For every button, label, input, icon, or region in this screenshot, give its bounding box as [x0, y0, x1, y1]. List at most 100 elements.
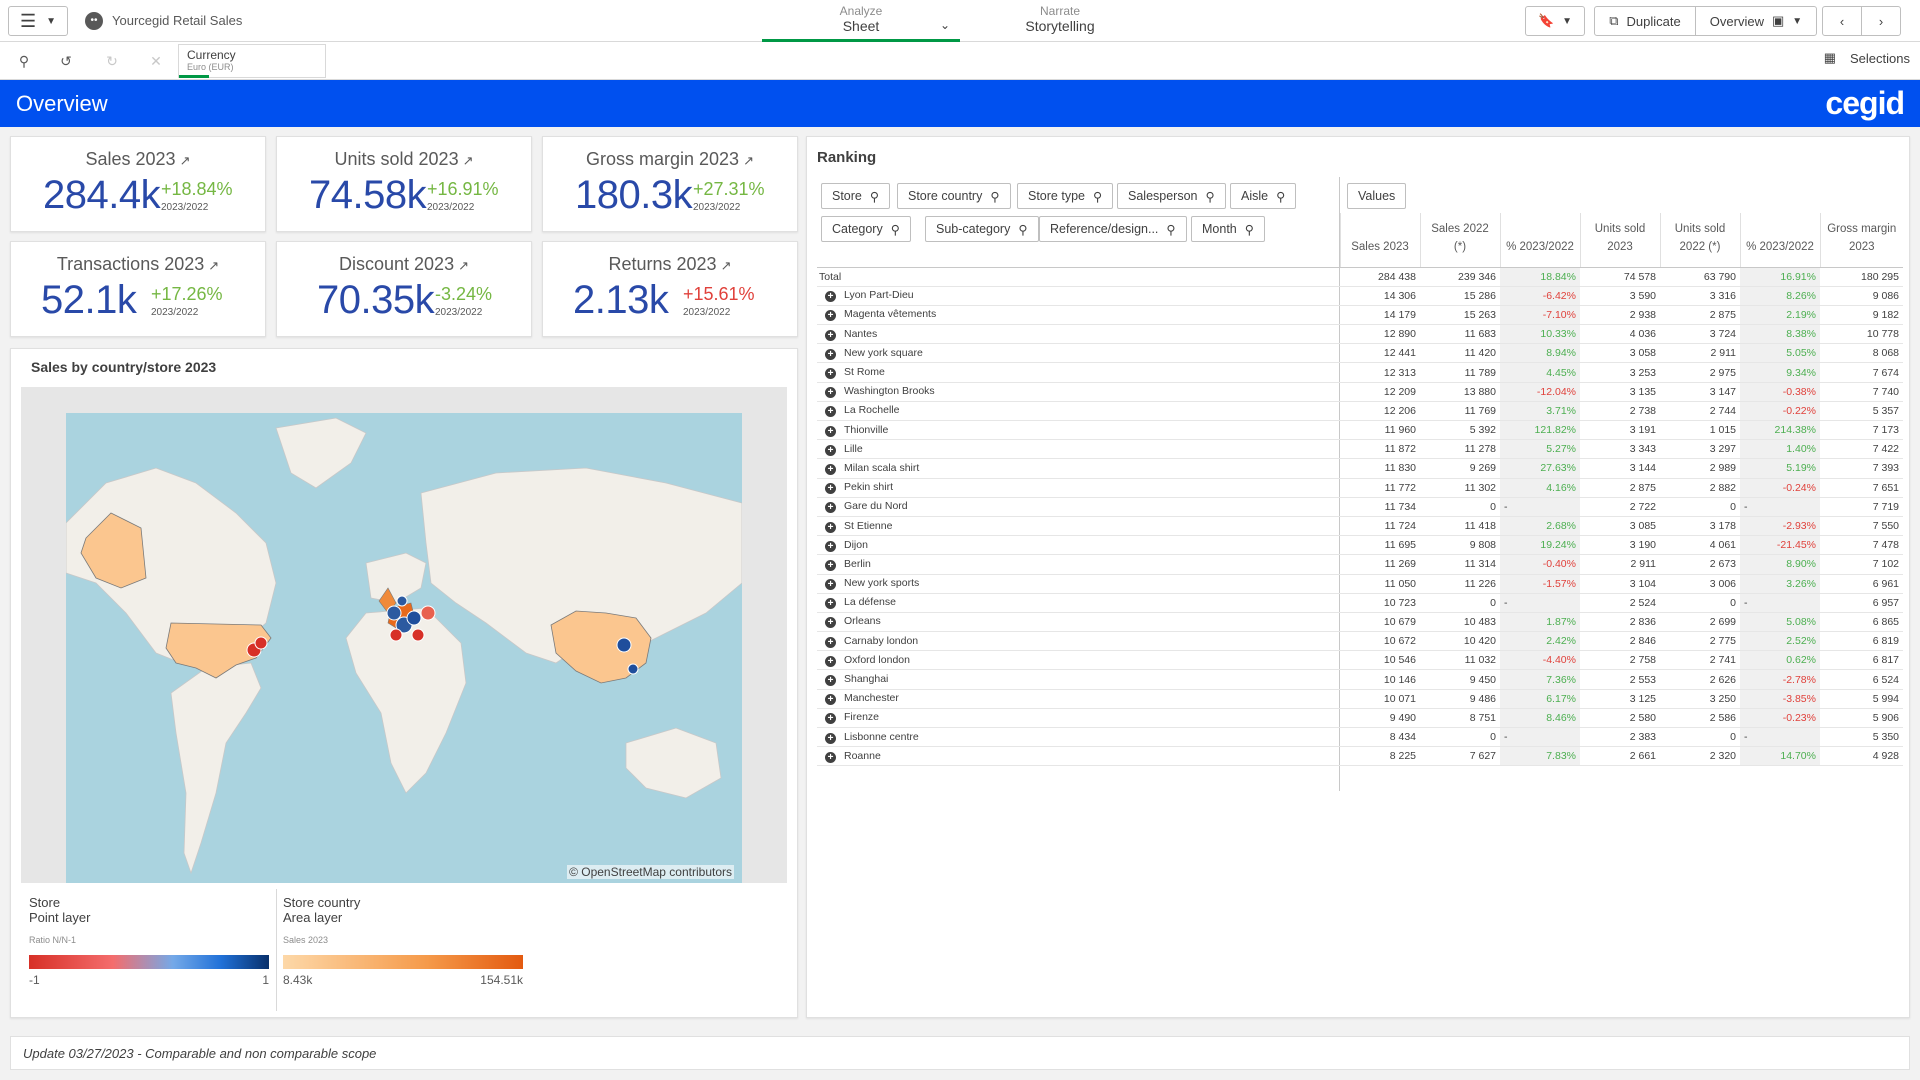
table-row[interactable]: + La défense 10 723 0-2 524 0-6 957 [817, 593, 1903, 613]
next-sheet-button[interactable]: › [1861, 6, 1901, 36]
table-row[interactable]: + Carnaby london 10 672 10 420 2.42% 2 846 2 7… [817, 631, 1903, 652]
expand-plus-icon[interactable]: + [825, 444, 836, 456]
expand-plus-icon[interactable]: + [825, 463, 836, 475]
store-point[interactable] [627, 663, 639, 675]
store-name-cell[interactable]: + Nantes [817, 324, 1340, 345]
store-point[interactable] [396, 595, 408, 607]
store-name-cell[interactable]: + Magenta vêtements [817, 305, 1340, 326]
map-attribution-link[interactable]: © OpenStreetMap contributors [567, 865, 734, 879]
store-name-cell[interactable]: + Lisbonne centre [817, 727, 1340, 748]
expand-plus-icon[interactable]: + [825, 751, 836, 763]
table-row[interactable]: + Washington Brooks 12 209 13 880 -12.04% 3 1… [817, 382, 1903, 402]
alaska-area[interactable] [80, 512, 147, 589]
external-link-icon[interactable]: ↗ [462, 153, 474, 168]
expand-plus-icon[interactable]: + [825, 502, 836, 514]
store-point[interactable] [386, 605, 402, 621]
column-header[interactable]: Units sold 2022 (*) [1659, 213, 1740, 268]
filter-aisle[interactable]: Aisle ⚲ [1230, 183, 1297, 209]
store-name-cell[interactable]: + Pekin shirt [817, 478, 1340, 498]
store-point[interactable] [420, 605, 436, 621]
kpi-returns-card[interactable]: Returns 2023 ↗ 2.13k +15.61% 2023/2022 [542, 241, 798, 337]
step-forward-icon[interactable]: ↻ [106, 53, 118, 69]
expand-plus-icon[interactable]: + [825, 483, 836, 495]
store-name-cell[interactable]: + Berlin [817, 554, 1340, 575]
values-chip[interactable]: Values [1347, 183, 1407, 209]
store-point[interactable] [411, 628, 425, 642]
external-link-icon[interactable]: ↗ [458, 258, 469, 273]
store-name-cell[interactable]: + Milan scala shirt [817, 458, 1340, 479]
table-row[interactable]: + Lyon Part-Dieu 14 306 15 286 -6.42% 3 590 3 … [817, 286, 1903, 306]
expand-plus-icon[interactable]: + [825, 617, 836, 629]
store-name-cell[interactable]: + Roanne [817, 746, 1340, 767]
filter-store-country[interactable]: Store country ⚲ [897, 183, 1011, 209]
column-header[interactable]: % 2023/2022 [1499, 213, 1580, 268]
store-name-cell[interactable]: + Manchester [817, 689, 1340, 709]
expand-plus-icon[interactable]: + [825, 559, 836, 571]
column-header[interactable]: Sales 2022 (*) [1419, 213, 1500, 268]
chevron-down-icon[interactable]: ⌄ [939, 18, 950, 32]
step-back-icon[interactable]: ↺ [60, 53, 72, 69]
tab-narrate-storytelling[interactable]: Narrate Storytelling [980, 4, 1140, 42]
table-row[interactable]: + Lille 11 872 11 278 5.27% 3 343 3 297 1.40% 7 … [817, 439, 1903, 460]
store-name-cell[interactable]: + Thionville [817, 420, 1340, 441]
store-name-cell[interactable]: + Washington Brooks [817, 382, 1340, 402]
store-name-cell[interactable]: + La défense [817, 593, 1340, 613]
table-row[interactable]: + Pekin shirt 11 772 11 302 4.16% 2 875 2 882-… [817, 478, 1903, 498]
filter-store[interactable]: Store ⚲ [821, 183, 891, 209]
table-row[interactable]: + New york sports 11 050 11 226 -1.57% 3 104 3… [817, 574, 1903, 594]
store-name-cell[interactable]: + La Rochelle [817, 401, 1340, 422]
previous-sheet-button[interactable]: ‹ [1822, 6, 1862, 36]
filter-salesperson[interactable]: Salesperson ⚲ [1117, 183, 1226, 209]
table-row[interactable]: + Shanghai 10 146 9 450 7.36% 2 553 2 626 -2.78… [817, 669, 1903, 690]
kpi-transactions-card[interactable]: Transactions 2023 ↗ 52.1k +17.26% 2023/20… [10, 241, 266, 337]
column-header[interactable]: % 2023/2022 [1739, 213, 1820, 268]
kpi-gross-margin-card[interactable]: Gross margin 2023 ↗ 180.3k +27.31% 2023/2… [542, 136, 798, 232]
column-header[interactable]: Sales 2023 [1339, 213, 1420, 268]
store-name-cell[interactable]: + Shanghai [817, 669, 1340, 690]
expand-plus-icon[interactable]: + [825, 291, 836, 303]
total-label[interactable]: Total [817, 267, 1340, 287]
expand-plus-icon[interactable]: + [825, 579, 836, 591]
map-viewport[interactable]: © OpenStreetMap contributors [21, 387, 787, 883]
table-row[interactable]: + Roanne 8 225 7 627 7.83% 2 661 2 320 14.70% 4 … [817, 746, 1903, 767]
table-row[interactable]: + Berlin 11 269 11 314 -0.40% 2 911 2 673 8.90%… [817, 554, 1903, 575]
column-header[interactable]: Units sold 2023 [1579, 213, 1660, 268]
table-row[interactable]: + Nantes 12 890 11 683 10.33% 4 036 3 724 8.38%… [817, 324, 1903, 345]
store-name-cell[interactable]: + Oxford london [817, 650, 1340, 671]
table-row[interactable]: + Thionville 11 960 5 392 121.82% 3 191 1 015 2… [817, 420, 1903, 441]
expand-plus-icon[interactable]: + [825, 425, 836, 437]
expand-plus-icon[interactable]: + [825, 348, 836, 360]
duplicate-button[interactable]: ⧉ Duplicate [1594, 6, 1696, 36]
store-name-cell[interactable]: + New york sports [817, 574, 1340, 594]
expand-plus-icon[interactable]: + [825, 732, 836, 744]
table-row[interactable]: + St Etienne 11 724 11 418 2.68% 3 085 3 178 -2… [817, 516, 1903, 537]
expand-plus-icon[interactable]: + [825, 713, 836, 725]
store-name-cell[interactable]: + Firenze [817, 708, 1340, 729]
table-row[interactable]: + Lisbonne centre 8 434 0-2 383 0-5 350 [817, 727, 1903, 748]
expand-plus-icon[interactable]: + [825, 655, 836, 667]
store-name-cell[interactable]: + St Etienne [817, 516, 1340, 537]
currency-selection-chip[interactable]: Currency Euro (EUR) [178, 44, 326, 78]
table-row[interactable]: + Orleans 10 679 10 483 1.87% 2 836 2 699 5.08%… [817, 612, 1903, 633]
expand-plus-icon[interactable]: + [825, 540, 836, 552]
table-row[interactable]: + La Rochelle 12 206 11 769 3.71% 2 738 2 744-… [817, 401, 1903, 422]
kpi-discount-card[interactable]: Discount 2023 ↗ 70.35k -3.24% 2023/2022 [276, 241, 532, 337]
external-link-icon[interactable]: ↗ [179, 153, 191, 168]
external-link-icon[interactable]: ↗ [720, 258, 732, 273]
smart-search-icon[interactable]: ⚲ [18, 53, 30, 69]
column-header[interactable]: Gross margin 2023 [1819, 213, 1903, 268]
expand-plus-icon[interactable]: + [825, 694, 836, 706]
external-link-icon[interactable]: ↗ [743, 153, 754, 168]
store-point[interactable] [389, 628, 403, 642]
store-name-cell[interactable]: + Dijon [817, 535, 1340, 556]
store-name-cell[interactable]: + Carnaby london [817, 631, 1340, 652]
expand-plus-icon[interactable]: + [825, 310, 836, 322]
expand-plus-icon[interactable]: + [825, 329, 836, 341]
table-row[interactable]: + Manchester 10 071 9 486 6.17% 3 125 3 250 -3.… [817, 689, 1903, 709]
bookmark-button[interactable]: 🔖 ▼ [1525, 6, 1585, 36]
table-row[interactable]: + Oxford london 10 546 11 032 -4.40% 2 758 2 7… [817, 650, 1903, 671]
kpi-units-sold-card[interactable]: Units sold 2023 ↗ 74.58k +16.91% 2023/202… [276, 136, 532, 232]
table-row[interactable]: + Milan scala shirt 11 830 9 269 27.63% 3 144… [817, 458, 1903, 479]
store-name-cell[interactable]: + Gare du Nord [817, 497, 1340, 517]
table-row[interactable]: + Dijon 11 695 9 808 19.24% 3 190 4 061 -21.45%… [817, 535, 1903, 556]
